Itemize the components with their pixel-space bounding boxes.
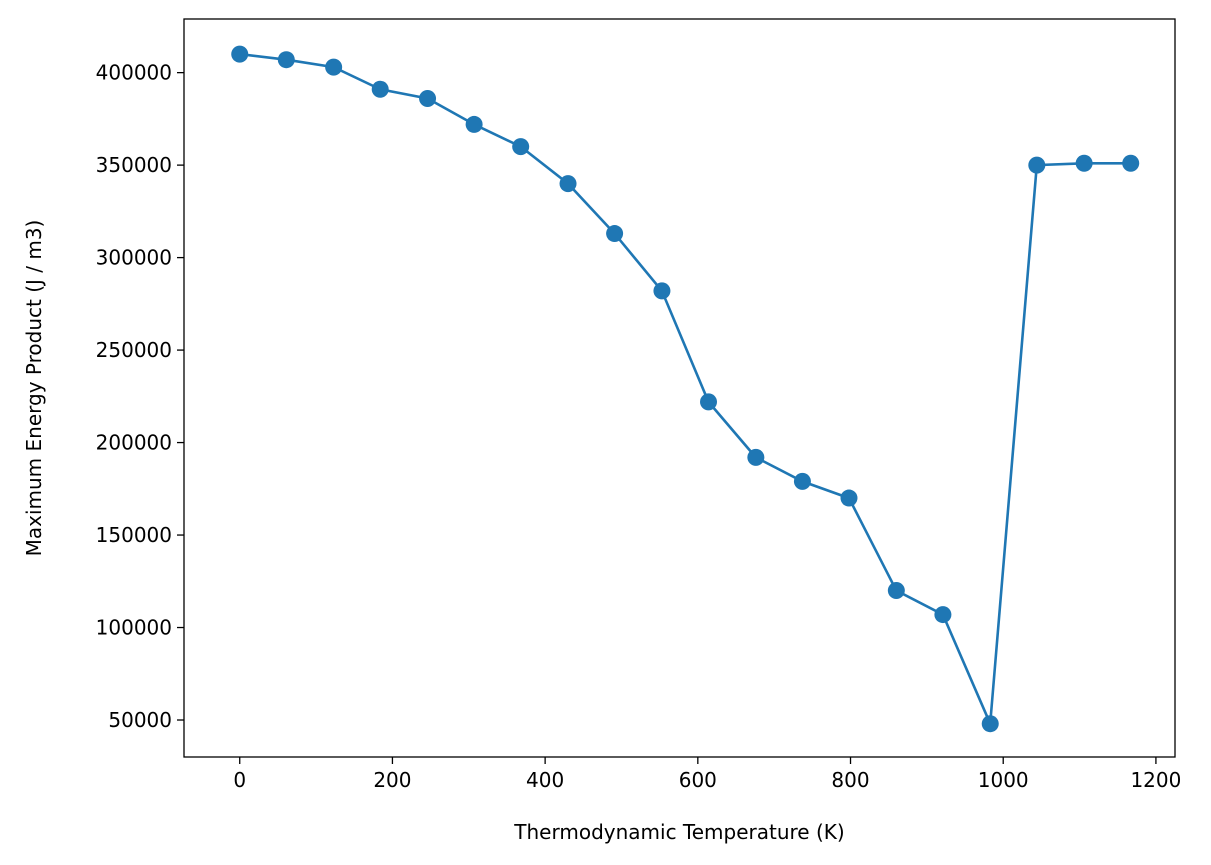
y-axis: 50000 100000 150000 200000 250000 300000 35000…: [96, 61, 184, 732]
y-axis-label: Maximum Energy Product (J / m3): [22, 220, 46, 557]
data-point: [747, 448, 765, 466]
y-tick-label: 400000: [96, 61, 172, 85]
data-point: [981, 715, 999, 733]
data-point: [371, 80, 389, 98]
x-tick-label: 0: [233, 768, 246, 792]
data-point: [1075, 154, 1093, 172]
x-tick-label: 800: [831, 768, 869, 792]
data-points: [231, 45, 1140, 733]
x-axis-label: Thermodynamic Temperature (K): [513, 820, 844, 844]
x-tick-label: 400: [526, 768, 564, 792]
data-point: [325, 58, 343, 76]
data-point: [231, 45, 249, 63]
y-tick-label: 100000: [96, 616, 172, 640]
data-point: [934, 606, 952, 624]
y-tick-label: 200000: [96, 431, 172, 455]
y-tick-label: 300000: [96, 246, 172, 270]
series-line: [239, 52, 1131, 725]
x-tick-label: 1200: [1130, 768, 1181, 792]
data-point: [465, 115, 483, 133]
y-tick-label: 350000: [96, 153, 172, 177]
data-point: [840, 489, 858, 507]
data-point: [700, 393, 718, 411]
data-point: [1028, 156, 1046, 174]
data-point: [793, 472, 811, 490]
x-axis: 0 200 400 600 800 1000 1200: [233, 757, 1181, 792]
data-point: [512, 138, 530, 156]
x-tick-label: 200: [373, 768, 411, 792]
plot-frame: [183, 18, 1176, 758]
y-tick-label: 50000: [108, 708, 172, 732]
data-point: [277, 51, 295, 69]
data-point: [606, 225, 624, 243]
y-tick-label: 150000: [96, 523, 172, 547]
x-tick-label: 600: [679, 768, 717, 792]
data-point: [559, 175, 577, 193]
y-tick-label: 250000: [96, 338, 172, 362]
data-point: [1122, 154, 1140, 172]
data-point: [653, 282, 671, 300]
data-point: [419, 90, 437, 108]
x-tick-label: 1000: [978, 768, 1029, 792]
data-point: [887, 582, 905, 600]
